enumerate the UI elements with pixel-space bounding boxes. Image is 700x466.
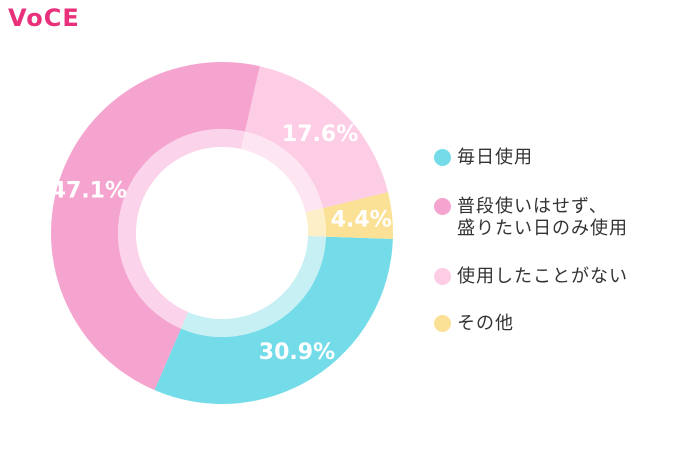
legend-label-never: 使用したことがない — [457, 266, 628, 287]
slice-inner-ring-never — [241, 131, 323, 213]
legend-label-daily: 毎日使用 — [457, 147, 533, 168]
legend-item-other: その他 — [434, 313, 514, 335]
legend-item-special-days: 普段使いはせず、 盛りたい日のみ使用 — [434, 196, 628, 240]
slice-inner-ring-other — [305, 208, 327, 237]
legend-swatch-daily — [434, 149, 451, 166]
legend-item-never: 使用したことがない — [434, 266, 628, 288]
donut-hole — [136, 147, 308, 319]
slice-inner-ring-special-days — [117, 128, 246, 329]
slice-never — [245, 66, 389, 209]
donut-chart: 30.9% 47.1% 17.6% 4.4% — [51, 62, 393, 404]
slice-label-never: 17.6% — [282, 122, 358, 147]
slice-other — [322, 192, 393, 239]
slice-label-special-days: 47.1% — [51, 179, 127, 204]
slice-special-days — [51, 62, 260, 391]
slice-label-daily: 30.9% — [259, 340, 335, 365]
legend-swatch-special-days — [434, 198, 451, 215]
legend-item-daily: 毎日使用 — [434, 147, 533, 169]
voce-logo: VoCE — [8, 4, 80, 32]
slice-inner-ring-daily — [180, 236, 326, 337]
legend-swatch-never — [434, 268, 451, 285]
slice-label-other: 4.4% — [331, 208, 392, 233]
slice-daily — [154, 236, 393, 404]
legend-swatch-other — [434, 315, 451, 332]
legend-label-special-days: 普段使いはせず、 盛りたい日のみ使用 — [457, 196, 628, 239]
legend-label-other: その他 — [457, 313, 514, 334]
